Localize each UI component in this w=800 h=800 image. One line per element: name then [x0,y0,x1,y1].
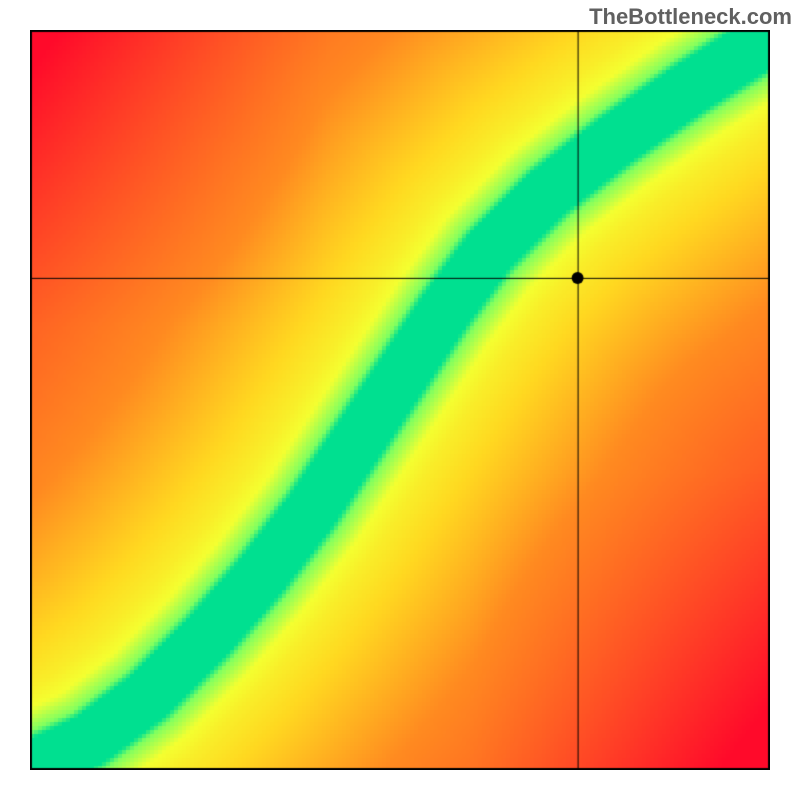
watermark-text: TheBottleneck.com [589,4,792,30]
bottleneck-heatmap [30,30,770,770]
